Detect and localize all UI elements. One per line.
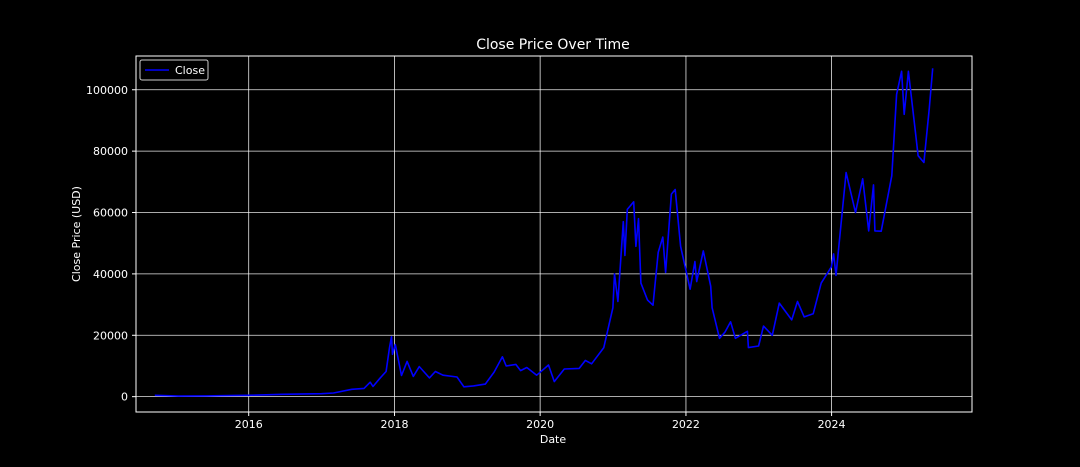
y-tick-label: 100000 <box>86 84 128 97</box>
x-tick-label: 2016 <box>235 418 263 431</box>
legend: Close <box>139 59 209 81</box>
plot-area-frame <box>135 55 973 413</box>
y-tick-label: 80000 <box>93 145 128 158</box>
x-axis-ticks: 2016 2018 2020 2022 2024 <box>235 412 846 431</box>
legend-label-close: Close <box>175 64 205 77</box>
x-tick-label: 2020 <box>526 418 554 431</box>
y-tick-label: 20000 <box>93 329 128 342</box>
grid-lines <box>136 56 972 412</box>
y-axis-ticks: 0 20000 40000 60000 80000 100000 <box>86 84 136 404</box>
y-axis-label: Close Price (USD) <box>70 186 83 282</box>
x-axis-label: Date <box>540 433 567 446</box>
legend-box <box>139 59 209 81</box>
x-tick-label: 2022 <box>672 418 700 431</box>
x-tick-label: 2024 <box>818 418 846 431</box>
x-tick-label: 2018 <box>381 418 409 431</box>
series-line-close <box>154 68 934 397</box>
y-tick-label: 0 <box>121 391 128 404</box>
y-tick-label: 40000 <box>93 268 128 281</box>
y-tick-label: 60000 <box>93 207 128 220</box>
series-layer <box>154 68 934 397</box>
chart-title: Close Price Over Time <box>476 37 630 53</box>
